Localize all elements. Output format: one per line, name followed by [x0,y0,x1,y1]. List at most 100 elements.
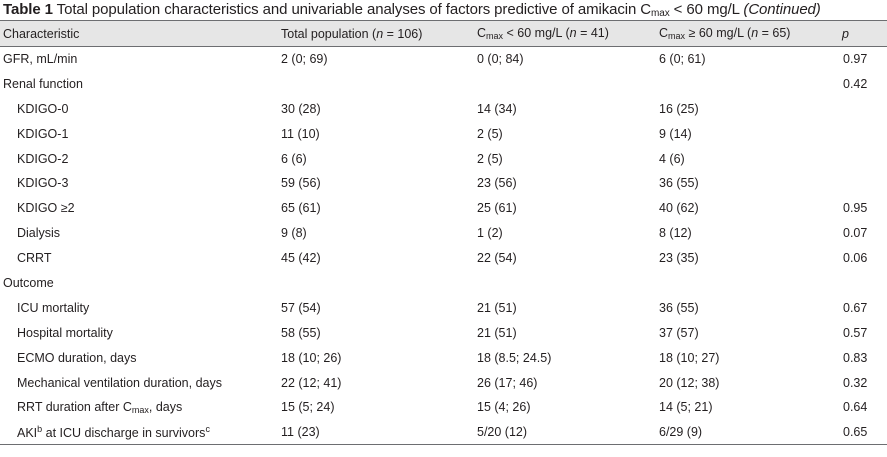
cell-low: 2 (5) [477,151,503,166]
cell-high: 20 (12; 38) [659,375,720,390]
cell-p: 0.97 [843,52,868,67]
cell-p: 0.07 [843,226,868,241]
cell-total: 45 (42) [281,251,321,266]
row-label: KDIGO-3 [17,176,69,191]
cell-high: 36 (55) [659,300,699,315]
cell-high: 36 (55) [659,176,699,191]
header-total-population: Total population (n = 106) [278,20,474,47]
cell-high: 4 (6) [659,151,685,166]
cell-total: 57 (54) [281,300,321,315]
table-body: GFR, mL/min 2 (0; 69) 0 (0; 84) 6 (0; 61… [0,47,887,446]
cell-total: 59 (56) [281,176,321,191]
row-label: KDIGO ≥2 [17,201,75,216]
cell-p: 0.42 [843,76,868,91]
cell-high: 16 (25) [659,101,699,116]
footnote-marker-b: b [37,424,43,435]
row-label: Mechanical ventilation duration, days [17,375,222,390]
caption-continued: (Continued) [743,1,821,18]
footnote-marker-c: c [205,424,210,435]
cell-high: 8 (12) [659,226,692,241]
cell-high: 40 (62) [659,201,699,216]
cell-low [474,271,656,296]
data-table: Characteristic Total population (n = 106… [0,20,887,446]
cell-low: 14 (34) [477,101,517,116]
row-label: CRRT [17,251,52,266]
cell-high: 14 (5; 21) [659,400,713,415]
row-label: RRT duration after Cmax, days [17,399,183,415]
row-label: Hospital mortality [17,325,113,340]
cell-p: 0.06 [843,251,868,266]
caption-text-after: < 60 mg/L [669,1,744,18]
table-row: RRT duration after Cmax, days 15 (5; 24)… [0,395,887,420]
row-label: Dialysis [17,226,61,241]
caption-label: Table 1 [3,1,53,18]
cell-total: 9 (8) [281,226,307,241]
row-label: AKIb at ICU discharge in survivorsc [0,419,278,446]
cell-low: 2 (5) [477,126,503,141]
cell-low: 1 (2) [477,226,503,241]
cell-total: 6 (6) [281,151,307,166]
cell-high: 6/29 (9) [656,419,839,446]
cell-total [278,271,474,296]
cell-p: 0.95 [843,201,868,216]
cell-low: 5/20 (12) [474,419,656,446]
cell-low: 21 (51) [477,325,517,340]
cell-p [839,146,887,171]
table-row: CRRT 45 (42) 22 (54) 23 (35) 0.06 [0,246,887,271]
cell-high [656,71,839,96]
cell-p: 0.64 [843,400,868,415]
data-table-container: Characteristic Total population (n = 106… [0,20,887,446]
cell-p: 0.65 [839,419,887,446]
table-row: KDIGO ≥2 65 (61) 25 (61) 40 (62) 0.95 [0,196,887,221]
row-label: Outcome [3,275,54,290]
header-cmax-at-least-60: Cmax ≥ 60 mg/L (n = 65) [656,20,839,47]
cell-high [656,271,839,296]
row-label: Renal function [3,76,83,91]
table-caption: Table 1 Total population characteristics… [3,1,821,19]
table-row: KDIGO-0 30 (28) 14 (34) 16 (25) [0,96,887,121]
table-row: Mechanical ventilation duration, days 22… [0,370,887,395]
cell-low: 26 (17; 46) [477,375,538,390]
cell-high: 6 (0; 61) [659,52,706,67]
cell-low: 25 (61) [477,201,517,216]
cell-low: 22 (54) [477,251,517,266]
cell-total: 65 (61) [281,201,321,216]
cell-p [839,96,887,121]
caption-sub: max [651,8,670,19]
cell-p: 0.67 [843,300,868,315]
table-row: Renal function 0.42 [0,71,887,96]
row-label: ICU mortality [17,300,90,315]
cell-p: 0.83 [843,350,868,365]
row-label: GFR, mL/min [3,52,78,67]
row-label: KDIGO-0 [17,101,69,116]
cell-low: 0 (0; 84) [477,52,524,67]
cell-low [474,71,656,96]
header-p-value: p [839,20,887,47]
cell-total: 30 (28) [281,101,321,116]
cell-p [839,171,887,196]
cell-total: 2 (0; 69) [281,52,328,67]
table-row: AKIb at ICU discharge in survivorsc 11 (… [0,419,887,446]
table-row: GFR, mL/min 2 (0; 69) 0 (0; 84) 6 (0; 61… [0,47,887,72]
cell-total: 22 (12; 41) [281,375,342,390]
row-label: ECMO duration, days [17,350,137,365]
header-row: Characteristic Total population (n = 106… [0,20,887,47]
row-label: KDIGO-1 [17,126,69,141]
cell-low: 21 (51) [477,300,517,315]
cell-low: 23 (56) [477,176,517,191]
cell-p [839,271,887,296]
row-label: KDIGO-2 [17,151,69,166]
table-row: KDIGO-3 59 (56) 23 (56) 36 (55) [0,171,887,196]
cell-total: 11 (10) [281,126,320,141]
cell-p: 0.32 [843,375,868,390]
cell-high: 9 (14) [659,126,692,141]
table-row: Outcome [0,271,887,296]
table-row: ICU mortality 57 (54) 21 (51) 36 (55) 0.… [0,295,887,320]
cell-total: 15 (5; 24) [281,400,335,415]
caption-text-before: Total population characteristics and uni… [52,1,652,18]
table-row: KDIGO-2 6 (6) 2 (5) 4 (6) [0,146,887,171]
cell-low: 18 (8.5; 24.5) [477,350,552,365]
cell-total: 11 (23) [278,419,474,446]
cell-total [278,71,474,96]
